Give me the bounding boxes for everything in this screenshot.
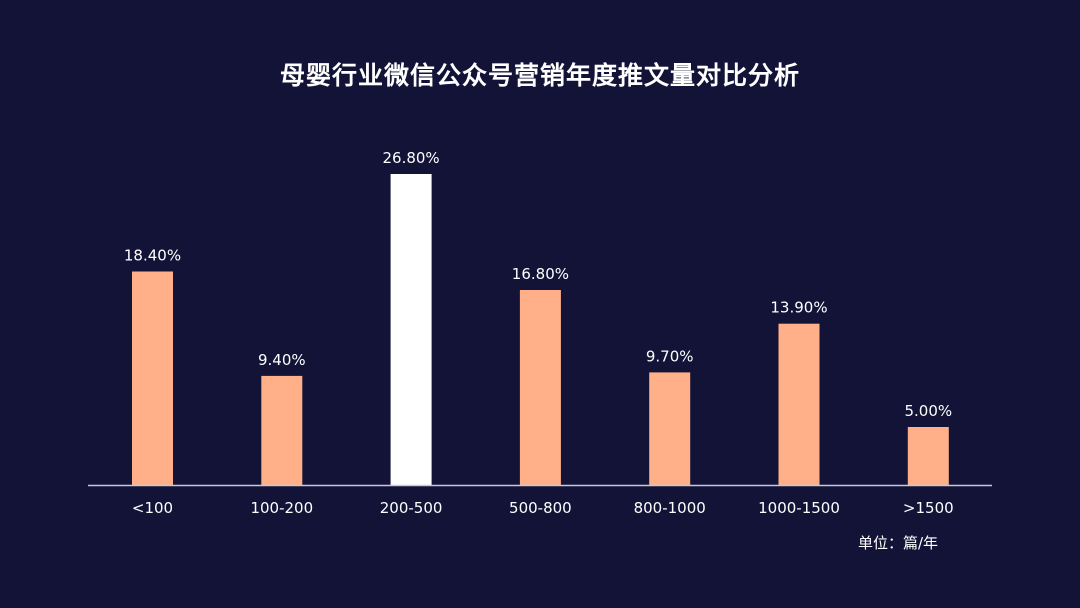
data-label-4: 9.70%: [646, 347, 694, 365]
data-label-6: 5.00%: [904, 402, 952, 420]
x-tick-label-0: <100: [132, 499, 173, 517]
data-label-1: 9.40%: [258, 351, 306, 369]
bar-1: [261, 375, 303, 485]
data-label-2: 26.80%: [382, 149, 439, 167]
x-tick-label-3: 500-800: [509, 499, 572, 517]
bar-5: [778, 323, 820, 485]
chart-title: 母婴行业微信公众号营销年度推文量对比分析: [279, 61, 800, 90]
bar-4: [649, 372, 691, 485]
data-label-5: 13.90%: [770, 299, 827, 317]
bar-6: [907, 427, 949, 485]
bar-3: [519, 290, 561, 485]
bar-2: [390, 174, 432, 485]
bar-0: [132, 271, 173, 485]
data-label-3: 16.80%: [512, 265, 569, 283]
x-tick-label-6: >1500: [903, 499, 954, 517]
unit-label: 单位：篇/年: [858, 534, 939, 552]
x-tick-label-5: 1000-1500: [758, 499, 840, 517]
x-tick-label-2: 200-500: [380, 499, 443, 517]
x-tick-label-1: 100-200: [250, 499, 313, 517]
data-label-0: 18.40%: [124, 247, 181, 265]
x-tick-label-4: 800-1000: [634, 499, 706, 517]
